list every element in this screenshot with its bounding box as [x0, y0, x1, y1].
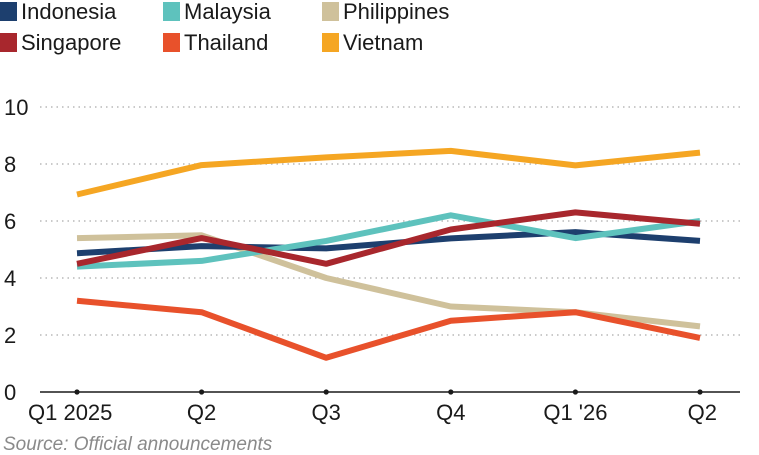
legend-swatch-vietnam [322, 33, 339, 52]
legend-label-singapore: Singapore [21, 30, 121, 55]
legend-swatch-malaysia [163, 2, 180, 21]
y-tick-label-8: 8 [4, 152, 16, 177]
y-tick-label-10: 10 [4, 95, 28, 120]
legend-swatch-singapore [0, 33, 17, 52]
x-tick-mark [199, 389, 205, 395]
x-tick-mark [572, 389, 579, 395]
series-line-thailand [76, 297, 701, 361]
legend-swatch-indonesia [0, 2, 17, 21]
y-tick-label-6: 6 [4, 209, 16, 234]
x-tick-label: Q3 [312, 400, 341, 425]
gridlines [40, 106, 740, 336]
legend-label-philippines: Philippines [343, 0, 449, 24]
y-axis-ticks: 0 2 4 6 8 10 [4, 95, 28, 405]
series-lines [76, 147, 701, 361]
series-line-singapore [76, 209, 701, 267]
x-tick-mark [74, 389, 80, 395]
legend: Indonesia Malaysia Philippines Singapore Tha… [0, 0, 449, 55]
series-line-malaysia [76, 212, 701, 270]
source-note: Source: Official announcements [3, 434, 273, 455]
x-tick-label: Q2 [688, 400, 717, 425]
legend-swatch-thailand [163, 33, 180, 52]
legend-label-indonesia: Indonesia [21, 0, 117, 24]
series-line-vietnam [76, 147, 701, 198]
y-tick-label-2: 2 [4, 323, 16, 348]
x-tick-mark [697, 389, 703, 395]
x-tick-label: Q2 [187, 400, 216, 425]
legend-swatch-philippines [322, 2, 339, 21]
legend-label-vietnam: Vietnam [343, 30, 423, 55]
y-tick-label-0: 0 [4, 380, 16, 405]
x-tick-label: Q1 '26 [543, 400, 607, 425]
x-axis-ticks: Q1 2025 Q2 Q3 Q4 Q1 '26 Q2 [28, 389, 717, 425]
legend-label-thailand: Thailand [184, 30, 268, 55]
x-tick-label: Q1 2025 [28, 400, 112, 425]
legend-label-malaysia: Malaysia [184, 0, 272, 24]
y-tick-label-4: 4 [4, 266, 16, 291]
x-tick-label: Q4 [436, 400, 465, 425]
x-tick-mark [323, 389, 329, 395]
x-tick-mark [448, 389, 454, 395]
